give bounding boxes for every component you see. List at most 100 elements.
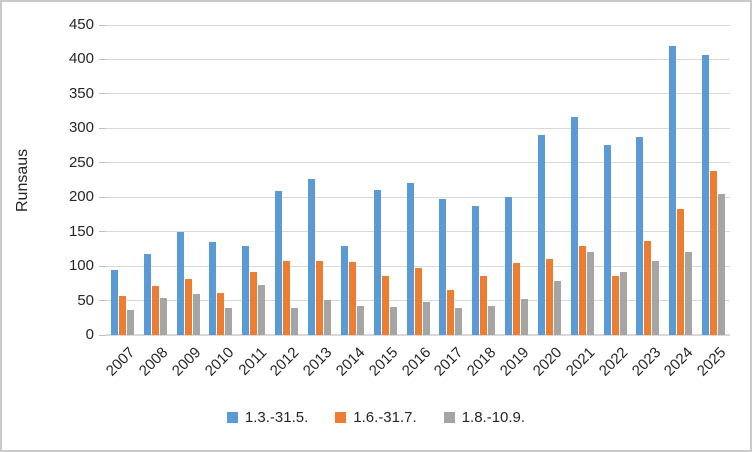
legend-swatch [443,412,455,423]
bar-group-2007 [106,25,139,335]
bar [586,251,594,335]
bar [488,306,496,335]
gridline [106,196,730,198]
y-tick-label: 300 [68,119,94,137]
y-tick-label: 400 [68,50,94,68]
y-axis-tick [99,334,106,336]
x-axis-label: 2012 [267,344,303,380]
bar [143,253,151,335]
bar [677,208,685,335]
bar-group-2008 [139,25,172,335]
bar-group-2016 [402,25,435,335]
bar [636,136,644,335]
y-axis-tick [99,58,106,60]
x-axis-label: 2011 [234,344,270,379]
bar [447,289,455,335]
y-tick-label: 0 [85,326,94,343]
bar [505,197,513,335]
bar [340,246,348,335]
y-tick-label: 450 [68,16,94,33]
x-axis-label: 2010 [201,344,237,380]
bar-group-2013 [303,25,336,335]
bar [126,309,134,335]
y-axis-tick [99,127,106,129]
bar-groups [106,25,730,335]
x-axis-label: 2015 [365,344,402,380]
bar [521,299,529,335]
y-tick-label: 100 [68,257,94,275]
bar [217,292,225,335]
gridline [106,265,730,267]
bar [455,308,463,335]
x-axis-label: 2020 [529,344,566,380]
bar [669,45,677,335]
bar [356,306,364,335]
bar [275,191,283,335]
x-axis-label: 2018 [464,344,500,380]
legend-item: 1.3.-31.5. [226,409,308,426]
bar [151,286,159,335]
legend-label: 1.6.-31.7. [353,409,417,426]
gridline [106,58,730,60]
bar [110,269,118,335]
x-axis-label: 2021 [562,344,599,380]
bar [472,205,480,335]
bar [553,280,561,335]
x-axis-label: 2017 [431,344,467,380]
y-axis-tick [99,300,106,302]
y-tick-label: 200 [68,188,94,206]
x-axis-label: 2025 [693,344,730,380]
bar-group-2019 [500,25,533,335]
bar-group-2011 [237,25,270,335]
x-axis-label: 2007 [102,344,139,380]
x-axis-label: 2009 [168,344,205,380]
bar [702,54,710,335]
bar [537,134,545,335]
bar [307,179,315,335]
y-axis-tick [99,93,106,95]
x-axis-line [106,334,730,336]
bar [619,271,627,335]
bar [439,198,447,335]
bar [710,171,718,335]
bar [480,275,488,335]
bar [283,261,291,335]
bar [315,260,323,335]
bar [176,231,184,335]
x-axis-labels: 2007 2008 2009 2010 2011 2012 2013 2014 2015 2016… [102,340,730,398]
legend-item: 1.6.-31.7. [335,409,417,426]
gridline [106,93,730,95]
y-tick-label: 150 [68,222,94,240]
legend-swatch [335,412,347,423]
bar [718,193,726,335]
x-axis-label: 2024 [661,344,697,380]
bar [644,240,652,335]
gridline [106,127,730,129]
gridline [106,162,730,164]
bar [389,307,397,335]
bar [652,261,660,335]
bar [381,276,389,335]
x-axis-label: 2016 [398,344,435,380]
bar [611,275,619,335]
x-axis-label: 2022 [595,344,632,380]
legend: 1.3.-31.5. 1.6.-31.7. 1.8.-10.9. [2,409,750,426]
legend-swatch [226,412,238,423]
legend-item: 1.8.-10.9. [443,409,526,426]
bar [159,297,167,335]
bar [250,271,258,335]
bar [578,246,586,335]
bar-group-2025 [697,25,730,335]
bar [373,190,381,335]
y-tick-label: 50 [77,291,94,309]
bar-group-2009 [172,25,205,335]
y-axis-tick [99,265,106,267]
bar-group-2015 [369,25,402,335]
y-axis-tick [99,196,106,198]
bar-group-2020 [533,25,566,335]
bar [545,259,553,335]
legend-label: 1.8.-10.9. [461,409,526,426]
bar-group-2014 [336,25,369,335]
bar [323,299,331,335]
